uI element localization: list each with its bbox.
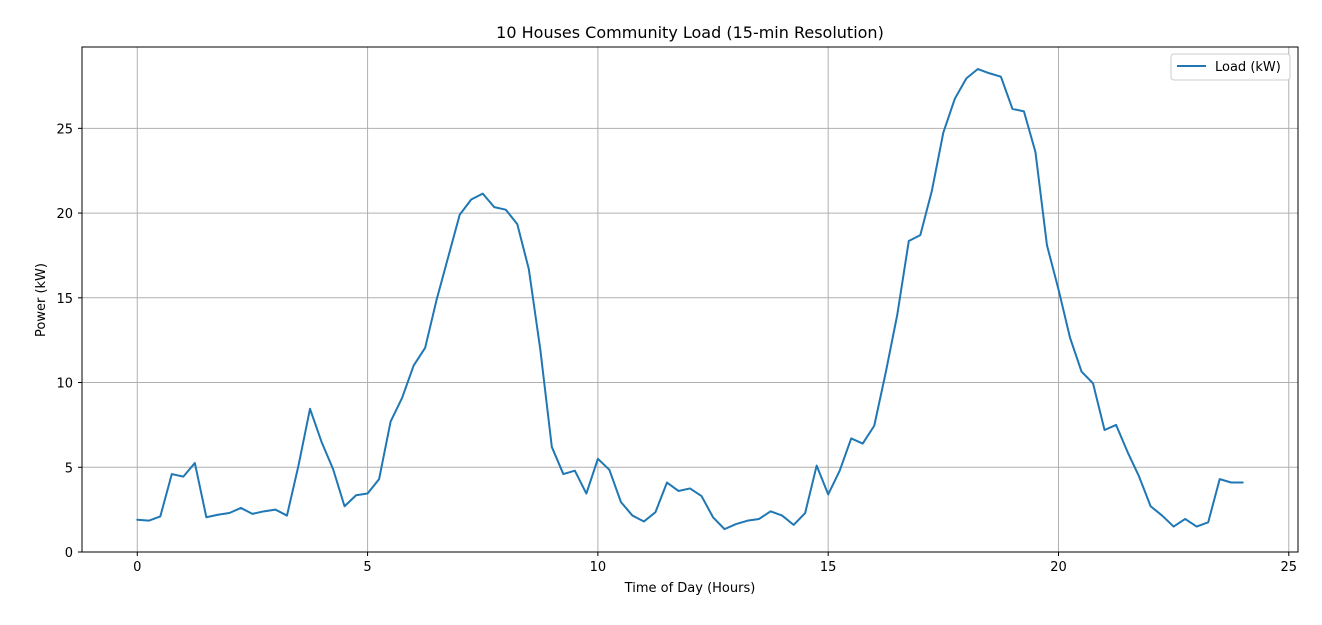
y-axis-label: Power (kW): [34, 263, 49, 337]
y-tick-label: 5: [65, 461, 73, 476]
series-line-load: [136, 68, 1244, 531]
x-tick-label: 15: [820, 560, 837, 575]
legend-box: [1170, 53, 1291, 81]
y-tick-label: 25: [56, 122, 73, 137]
series-layer: [136, 68, 1244, 531]
y-tick-label: 10: [56, 377, 73, 392]
legend-entry-load: Load (kW): [1215, 60, 1281, 75]
x-axis-label: Time of Day (Hours): [624, 581, 756, 596]
x-tick-label: 0: [133, 560, 141, 575]
legend: Load (kW): [1170, 53, 1291, 81]
grid-lines: [82, 47, 1298, 553]
x-tick-label: 5: [363, 560, 371, 575]
plot-frame: [81, 46, 1299, 553]
x-tick-label: 10: [590, 560, 607, 575]
x-tick-label: 25: [1281, 560, 1298, 575]
x-tick-label: 20: [1050, 560, 1067, 575]
axis-ticks: 0 5 10 15 20 25 0 5 10 15 20 25: [56, 122, 1297, 575]
y-tick-label: 15: [56, 292, 73, 307]
chart-title: 10 Houses Community Load (15-min Resolut…: [496, 23, 884, 42]
y-tick-label: 0: [65, 546, 73, 561]
y-tick-label: 20: [56, 207, 73, 222]
